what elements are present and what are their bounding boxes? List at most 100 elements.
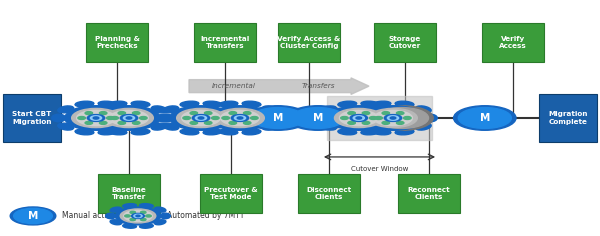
Text: Reconnect
Clients: Reconnect Clients [407, 187, 451, 200]
Ellipse shape [108, 129, 127, 135]
Circle shape [205, 112, 212, 115]
Circle shape [348, 112, 355, 115]
Circle shape [328, 106, 390, 130]
Circle shape [356, 117, 362, 119]
Ellipse shape [157, 114, 170, 122]
Ellipse shape [58, 123, 74, 130]
FancyBboxPatch shape [398, 174, 460, 213]
Circle shape [91, 116, 101, 120]
Circle shape [118, 112, 125, 115]
Ellipse shape [154, 220, 166, 225]
Circle shape [384, 114, 402, 122]
Ellipse shape [271, 114, 284, 122]
FancyBboxPatch shape [482, 23, 544, 62]
Ellipse shape [140, 204, 153, 208]
Circle shape [362, 121, 370, 124]
Circle shape [341, 117, 348, 119]
Ellipse shape [151, 106, 167, 113]
Circle shape [125, 215, 130, 217]
Circle shape [388, 116, 398, 120]
Circle shape [85, 112, 92, 115]
Ellipse shape [91, 106, 107, 113]
Circle shape [375, 117, 382, 119]
Ellipse shape [381, 123, 397, 130]
Circle shape [397, 112, 404, 115]
Circle shape [130, 219, 136, 221]
Circle shape [170, 106, 232, 130]
Circle shape [118, 121, 125, 124]
Text: Precutover &
Test Mode: Precutover & Test Mode [204, 187, 258, 200]
Circle shape [133, 112, 140, 115]
Circle shape [196, 116, 206, 120]
Circle shape [370, 117, 377, 119]
FancyArrow shape [189, 78, 369, 94]
Text: M: M [397, 113, 407, 123]
Circle shape [140, 211, 146, 213]
Circle shape [247, 106, 309, 130]
Circle shape [110, 110, 148, 126]
Text: Incremental
Transfers: Incremental Transfers [200, 36, 250, 49]
Ellipse shape [415, 123, 431, 130]
Circle shape [130, 211, 136, 213]
Ellipse shape [338, 129, 356, 135]
FancyBboxPatch shape [200, 174, 262, 213]
Ellipse shape [58, 106, 74, 113]
Circle shape [192, 114, 210, 122]
Circle shape [397, 121, 404, 124]
Ellipse shape [163, 106, 179, 113]
Ellipse shape [320, 106, 337, 113]
Circle shape [251, 117, 258, 119]
Circle shape [368, 108, 418, 128]
Ellipse shape [381, 106, 397, 113]
Circle shape [221, 110, 259, 126]
Circle shape [235, 116, 245, 120]
Ellipse shape [242, 101, 261, 107]
Circle shape [124, 116, 134, 120]
Circle shape [244, 112, 251, 115]
Ellipse shape [395, 129, 414, 135]
Circle shape [124, 210, 152, 222]
Circle shape [78, 117, 85, 119]
Circle shape [190, 121, 197, 124]
Circle shape [244, 121, 251, 124]
Ellipse shape [320, 123, 337, 130]
FancyBboxPatch shape [298, 174, 360, 213]
Circle shape [134, 214, 142, 218]
Ellipse shape [131, 101, 150, 107]
Circle shape [85, 121, 92, 124]
Circle shape [212, 117, 219, 119]
Ellipse shape [75, 101, 94, 107]
Ellipse shape [110, 220, 122, 225]
Circle shape [454, 106, 516, 130]
Ellipse shape [151, 123, 167, 130]
Text: Disconnect
Clients: Disconnect Clients [306, 187, 352, 200]
Ellipse shape [118, 123, 134, 130]
Ellipse shape [85, 114, 98, 122]
Circle shape [140, 117, 147, 119]
Text: Manual actions: Manual actions [62, 211, 120, 220]
Circle shape [120, 114, 138, 122]
FancyBboxPatch shape [374, 23, 436, 62]
Ellipse shape [203, 129, 222, 135]
Text: Start CBT
Migration: Start CBT Migration [12, 111, 52, 125]
Ellipse shape [108, 101, 127, 107]
Circle shape [98, 106, 160, 130]
Circle shape [340, 110, 378, 126]
Text: Verify Access &
Cluster Config: Verify Access & Cluster Config [277, 36, 341, 49]
Circle shape [287, 106, 349, 130]
Ellipse shape [415, 106, 431, 113]
FancyBboxPatch shape [278, 23, 340, 62]
Text: M: M [28, 211, 38, 221]
Circle shape [190, 112, 197, 115]
Circle shape [404, 117, 411, 119]
Ellipse shape [232, 114, 245, 122]
FancyBboxPatch shape [194, 23, 256, 62]
Ellipse shape [361, 129, 380, 135]
Ellipse shape [110, 207, 122, 212]
Circle shape [390, 117, 396, 119]
Ellipse shape [160, 213, 170, 219]
Ellipse shape [140, 224, 153, 228]
Ellipse shape [202, 106, 218, 113]
Circle shape [458, 108, 511, 128]
Circle shape [334, 108, 383, 128]
